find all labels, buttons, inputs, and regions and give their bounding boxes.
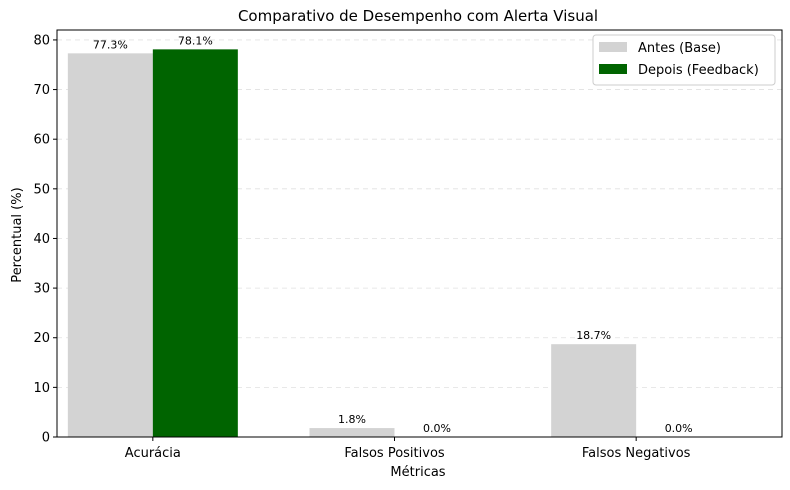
y-tick-label: 30 — [33, 282, 50, 297]
legend-frame — [592, 34, 776, 86]
bar-value-label: 18.7% — [576, 329, 611, 342]
bar-value-label: 78.1% — [178, 34, 213, 47]
y-tick-label: 70 — [33, 83, 50, 98]
x-tick-label: Falsos Negativos — [582, 446, 691, 461]
bar-antes — [551, 344, 637, 437]
plot-frame — [56, 29, 783, 438]
y-tick-label: 40 — [33, 232, 50, 247]
bar-value-labels: 77.3% 78.1% 1.8% 0.0% 18.7% 0.0% — [93, 34, 693, 435]
legend-swatch-antes — [599, 42, 627, 52]
legend-label-depois: Depois (Feedback) — [638, 63, 759, 78]
bar-antes — [309, 428, 395, 437]
bar-value-label: 1.8% — [338, 413, 366, 426]
y-tick-label: 60 — [33, 133, 50, 148]
y-tick-label: 50 — [33, 182, 50, 197]
x-axis-label: Métricas — [390, 465, 445, 480]
bar-antes — [67, 53, 153, 437]
x-tick-label: Acurácia — [125, 446, 181, 461]
bars — [67, 49, 637, 437]
bar-value-label: 0.0% — [665, 422, 693, 435]
legend-swatch-depois — [599, 64, 627, 74]
y-tick-label: 80 — [33, 33, 50, 48]
bar-value-label: 0.0% — [423, 422, 451, 435]
legend: Antes (Base) Depois (Feedback) — [592, 34, 776, 86]
legend-label-antes: Antes (Base) — [638, 41, 721, 56]
y-tick-label: 0 — [42, 431, 50, 446]
y-axis: 0 10 20 30 40 50 60 70 80 — [33, 33, 57, 446]
y-tick-label: 20 — [33, 331, 50, 346]
bar-depois — [152, 49, 238, 437]
y-tick-label: 10 — [33, 381, 50, 396]
x-tick-label: Falsos Positivos — [344, 446, 445, 461]
bar-value-label: 77.3% — [93, 38, 128, 51]
y-axis-label: Percentual (%) — [10, 187, 25, 282]
chart-title: Comparativo de Desempenho com Alerta Vis… — [238, 7, 598, 25]
x-axis: Acurácia Falsos Positivos Falsos Negativos — [125, 437, 691, 461]
